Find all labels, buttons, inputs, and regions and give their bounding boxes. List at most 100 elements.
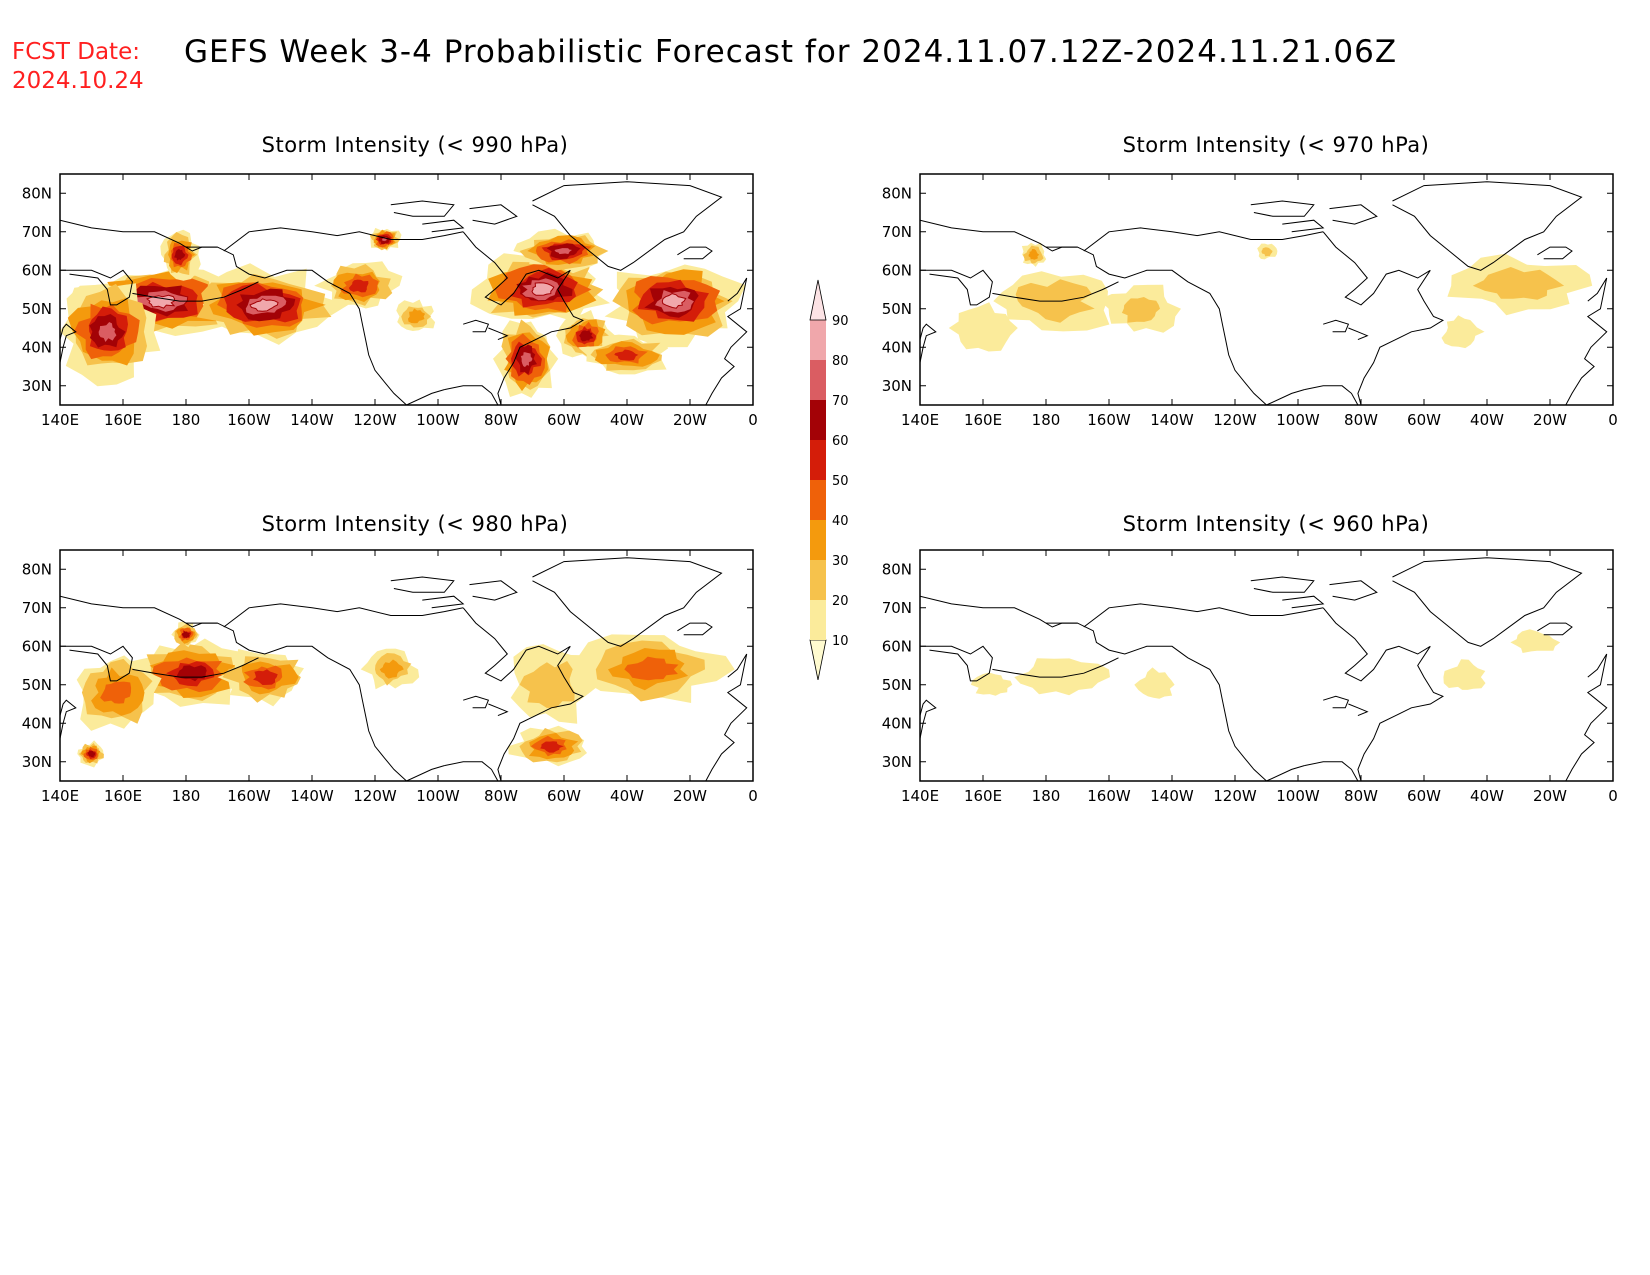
contour-level-7 (553, 246, 575, 256)
fcst-date: 2024.10.24 (12, 68, 144, 94)
probability-blob (171, 621, 200, 648)
lat-label: 40N (882, 714, 912, 732)
lat-label: 30N (882, 377, 912, 395)
colorbar-label: 80 (832, 354, 849, 369)
lon-label: 40W (1470, 787, 1504, 805)
contour-level-6 (87, 750, 96, 758)
coastline (469, 580, 518, 601)
probability-blob (470, 253, 611, 323)
coastline (1565, 277, 1608, 405)
lon-label: 80W (484, 411, 518, 429)
lon-label: 40W (610, 411, 644, 429)
lon-label: 180 (172, 411, 201, 429)
lon-label: 140W (290, 787, 334, 805)
contour-level-8 (145, 294, 176, 309)
lon-label: 0 (1608, 787, 1618, 805)
coastline (60, 269, 133, 306)
coastline (60, 219, 218, 252)
lon-label: 80W (1344, 787, 1378, 805)
contour-level-2 (519, 661, 575, 709)
coastline (463, 319, 490, 333)
lon-label: 100W (1276, 411, 1320, 429)
colorbar-bin (809, 639, 827, 680)
colorbar-bin (810, 440, 826, 480)
coastline (1348, 327, 1369, 341)
lat-label: 70N (22, 223, 52, 241)
coastline (1323, 695, 1350, 709)
probability-blob (1021, 242, 1047, 267)
figure-title: GEFS Week 3-4 Probabilistic Forecast for… (184, 34, 1398, 70)
probability-blob (578, 334, 669, 375)
probability-blob (76, 655, 162, 731)
coastline (422, 219, 465, 233)
contour-level-1 (1510, 629, 1561, 653)
probability-field (60, 227, 746, 398)
coastline (1250, 576, 1315, 593)
coastline (705, 653, 748, 781)
coastline (992, 281, 1119, 302)
probability-blob (196, 263, 349, 345)
probability-field (76, 621, 735, 768)
colorbar-label: 40 (832, 514, 849, 529)
contour-level-1 (1441, 315, 1485, 349)
coastlines (920, 557, 1608, 781)
probability-blob (578, 634, 735, 703)
probability-field (970, 629, 1561, 699)
coastline (390, 576, 455, 593)
probability-blob (604, 264, 746, 348)
lon-label: 80W (1344, 411, 1378, 429)
probability-blob (1443, 659, 1486, 690)
coastline (532, 557, 723, 647)
colorbar: 10 20 30 40 50 60 70 80 90 (809, 279, 849, 680)
probability-blob (1257, 243, 1278, 260)
lon-label: 160E (964, 411, 1002, 429)
coastline (1304, 385, 1359, 405)
coastline (488, 703, 509, 717)
lon-label: 140E (901, 411, 939, 429)
forecast-date-block: FCST Date: 2024.10.24 (12, 38, 144, 96)
lon-label: 60W (547, 411, 581, 429)
lat-label: 70N (882, 599, 912, 617)
lon-label: 100W (1276, 787, 1320, 805)
coastline (1537, 246, 1573, 260)
contour-level-6 (181, 631, 191, 639)
lat-label: 50N (22, 300, 52, 318)
lon-label: 120W (1213, 787, 1257, 805)
lon-label: 160W (227, 787, 271, 805)
panel-title-990: Storm Intensity (< 990 hPa) (261, 133, 569, 157)
coastline (1266, 389, 1305, 405)
coastline (463, 695, 490, 709)
lon-label: 160W (1087, 411, 1131, 429)
coastline (186, 246, 407, 405)
contour-level-8 (531, 282, 555, 296)
contour-level-7 (519, 351, 534, 369)
probability-blob (1099, 284, 1181, 333)
coastline (1046, 622, 1267, 781)
probability-field (948, 242, 1593, 352)
coastline (469, 204, 518, 225)
probability-blob (60, 283, 161, 387)
contour-level-1 (1443, 659, 1486, 690)
coastline (532, 181, 723, 271)
lat-label: 30N (22, 377, 52, 395)
lat-label: 40N (882, 338, 912, 356)
coastline (1282, 219, 1325, 233)
lon-label: 140E (41, 787, 79, 805)
coastline (920, 699, 937, 739)
lon-label: 140W (1150, 787, 1194, 805)
panel-title-980: Storm Intensity (< 980 hPa) (261, 512, 569, 536)
contour-level-2 (1472, 267, 1565, 300)
lat-label: 70N (22, 599, 52, 617)
coastline (992, 657, 1119, 678)
coastline (406, 389, 445, 405)
map-frame (59, 173, 754, 406)
lat-label: 80N (882, 560, 912, 578)
coastline (60, 645, 133, 682)
lon-label: 60W (1407, 411, 1441, 429)
lon-label: 120W (353, 411, 397, 429)
map-panel-990: 140E 160E 180 160W 140W 120W 100W 80W 60W 40W 20W 0… (22, 173, 758, 429)
coastline (444, 761, 499, 781)
lon-label: 180 (172, 787, 201, 805)
probability-blob (556, 310, 616, 360)
coastline (1329, 580, 1378, 601)
